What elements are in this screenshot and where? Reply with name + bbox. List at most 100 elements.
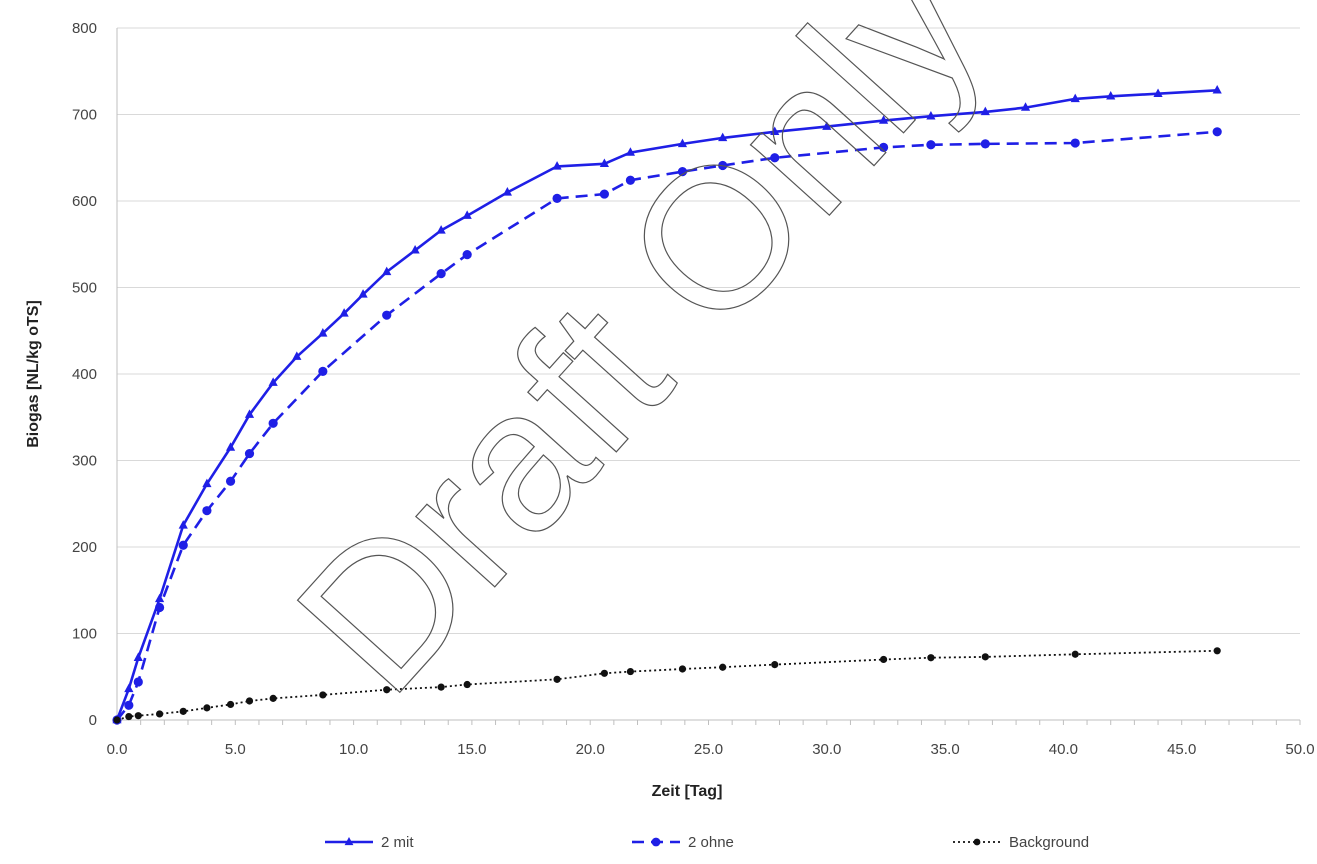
data-point-circle	[133, 677, 143, 687]
series-group	[112, 84, 1222, 725]
gridlines	[117, 27, 1300, 634]
data-point-circle	[552, 193, 562, 204]
data-point-triangle	[1020, 102, 1031, 111]
data-point-circle	[973, 838, 981, 846]
data-point-circle	[1212, 127, 1222, 137]
data-point-circle	[678, 665, 687, 673]
y-tick-label: 500	[72, 280, 97, 297]
data-point-circle	[155, 710, 164, 718]
data-point-triangle	[268, 377, 278, 386]
data-point-triangle	[718, 132, 728, 142]
legend-item: 2 mit	[325, 834, 414, 851]
x-axis-title: Zeit [Tag]	[652, 783, 723, 800]
data-point-triangle	[1106, 91, 1116, 100]
draft-watermark: Draft Only	[255, 0, 1023, 733]
data-point-circle	[134, 712, 142, 720]
series-background	[113, 647, 1221, 724]
data-point-circle	[202, 506, 212, 516]
data-point-circle	[926, 140, 936, 150]
data-point-triangle	[677, 138, 688, 148]
data-point-circle	[383, 686, 391, 694]
x-tick-label: 30.0	[812, 741, 841, 758]
data-point-circle	[244, 448, 255, 459]
data-point-circle	[879, 655, 888, 664]
data-point-triangle	[926, 110, 936, 120]
legend-label: 2 ohne	[688, 834, 734, 851]
data-point-triangle	[502, 187, 512, 196]
data-point-circle	[318, 366, 328, 377]
data-point-triangle	[344, 836, 354, 846]
data-point-circle	[319, 691, 327, 699]
data-point-circle	[626, 667, 635, 676]
data-point-triangle	[980, 106, 990, 116]
data-point-triangle	[244, 409, 255, 418]
data-point-triangle	[358, 289, 368, 298]
data-point-circle	[677, 166, 688, 177]
data-point-triangle	[1070, 93, 1080, 103]
data-point-circle	[980, 139, 990, 149]
data-point-circle	[269, 694, 277, 702]
data-point-circle	[1213, 647, 1221, 655]
x-tick-label: 5.0	[225, 741, 246, 758]
y-tick-labels: 0 100 200 300 400 500 600 700 800	[72, 20, 97, 729]
data-point-triangle	[154, 593, 165, 603]
data-point-triangle	[625, 147, 636, 156]
x-tick-labels: 0.0 5.0 10.0 15.0 20.0 25.0 30.0 35.0 40.0 45.0 50…	[107, 741, 1315, 758]
legend: 2 mit 2 ohne Background	[325, 834, 1089, 851]
y-tick-label: 800	[72, 20, 97, 37]
data-point-circle	[225, 476, 236, 486]
data-point-circle	[770, 153, 780, 163]
x-tick-label: 50.0	[1285, 741, 1314, 758]
data-point-circle	[268, 418, 278, 428]
data-point-triangle	[770, 126, 780, 136]
data-point-circle	[878, 142, 889, 152]
data-point-triangle	[436, 225, 446, 234]
data-point-circle	[462, 250, 472, 260]
data-point-circle	[124, 700, 134, 710]
y-tick-label: 600	[72, 193, 97, 210]
data-point-triangle	[133, 652, 143, 661]
x-tick-label: 25.0	[694, 741, 723, 758]
y-tick-label: 700	[72, 107, 97, 124]
data-point-circle	[771, 661, 779, 669]
data-point-triangle	[599, 158, 609, 168]
series-2-ohne	[112, 127, 1222, 725]
data-point-triangle	[822, 121, 832, 130]
x-tick-label: 40.0	[1049, 741, 1078, 758]
data-point-circle	[382, 310, 392, 320]
data-point-circle	[226, 700, 235, 709]
data-point-circle	[719, 663, 727, 671]
data-point-triangle	[339, 308, 349, 317]
data-point-circle	[113, 716, 121, 724]
y-tick-label: 300	[72, 453, 97, 470]
data-point-triangle	[225, 442, 236, 451]
data-point-circle	[718, 160, 728, 171]
data-point-circle	[436, 269, 446, 279]
y-tick-label: 100	[72, 626, 97, 643]
data-point-circle	[1070, 138, 1080, 148]
data-point-circle	[599, 189, 609, 199]
data-point-triangle	[318, 328, 328, 337]
axes	[116, 28, 1301, 725]
x-tick-label: 45.0	[1167, 741, 1196, 758]
data-point-triangle	[124, 683, 134, 693]
data-point-circle	[154, 602, 165, 613]
series-2-mit	[112, 84, 1222, 724]
y-axis-title: Biogas [NL/kg oTS]	[25, 300, 42, 448]
legend-item: 2 ohne	[632, 834, 734, 851]
y-tick-label: 400	[72, 366, 97, 383]
data-point-triangle	[202, 478, 212, 488]
data-point-circle	[1071, 650, 1079, 658]
x-tick-label: 0.0	[107, 741, 128, 758]
legend-label: 2 mit	[381, 834, 414, 851]
data-point-triangle	[1153, 88, 1163, 97]
data-point-circle	[625, 175, 636, 185]
x-tick-label: 15.0	[457, 741, 486, 758]
series-line	[116, 649, 1218, 721]
data-point-circle	[927, 654, 935, 662]
data-point-triangle	[178, 520, 188, 529]
x-tick-label: 35.0	[930, 741, 959, 758]
data-point-triangle	[878, 115, 889, 124]
data-point-circle	[203, 704, 211, 712]
